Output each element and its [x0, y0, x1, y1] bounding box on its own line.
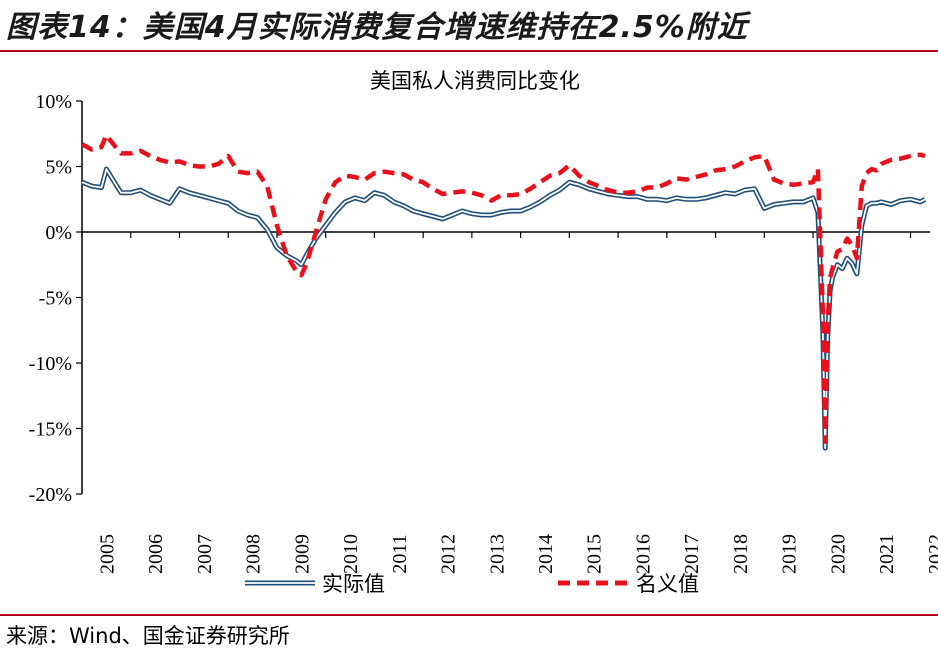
x-tick-label: 2018: [730, 534, 752, 574]
source-note: 来源：Wind、国金证券研究所: [6, 624, 290, 648]
series-layer: [80, 132, 927, 451]
x-tick-label: 2020: [827, 534, 849, 574]
y-tick-label: -10%: [29, 353, 72, 375]
x-tick-label: 2016: [632, 534, 654, 574]
y-tick-label: -20%: [29, 484, 72, 506]
chart: 美国私人消费同比变化 10% 5% 0% -5% -10% -15% -20% 2005 200…: [29, 69, 938, 596]
y-tick-label: 5%: [45, 157, 72, 179]
x-tick-label: 2006: [145, 534, 167, 574]
top-divider: [0, 50, 938, 52]
x-tick-label: 2007: [194, 534, 216, 574]
x-tick-label: 2005: [96, 534, 118, 574]
x-tick-label: 2019: [779, 534, 801, 574]
legend: 实际值 名义值: [245, 572, 699, 596]
axes: 10% 5% 0% -5% -10% -15% -20% 2005 2006 2007 2008 20…: [29, 91, 938, 574]
legend-nominal-label: 名义值: [636, 572, 699, 596]
x-tick-label: 2008: [243, 534, 265, 574]
x-tick-label: 2013: [486, 534, 508, 574]
y-tick-label: 10%: [35, 91, 72, 113]
y-tick-label: 0%: [45, 222, 72, 244]
x-tick-label: 2021: [876, 534, 898, 574]
legend-real-label: 实际值: [322, 572, 385, 596]
chart-title: 美国私人消费同比变化: [370, 69, 580, 93]
x-tick-label: 2012: [438, 534, 460, 574]
series-real-outer: [81, 166, 927, 451]
x-tick-label: 2014: [535, 534, 557, 574]
x-tick-label: 2010: [340, 534, 362, 574]
figure-title: 图表14：美国4月实际消费复合增速维持在2.5%附近: [6, 10, 748, 45]
series-nominal-line: [80, 132, 926, 444]
y-tick-label: -5%: [39, 288, 72, 310]
x-tick-label: 2009: [291, 534, 313, 574]
x-tick-label: 2017: [681, 534, 703, 574]
x-tick-label: 2011: [389, 534, 411, 573]
bottom-divider: [0, 614, 938, 616]
x-tick-label: 2022: [925, 534, 938, 574]
y-tick-label: -15%: [29, 419, 72, 441]
x-tick-label: 2015: [584, 534, 606, 574]
